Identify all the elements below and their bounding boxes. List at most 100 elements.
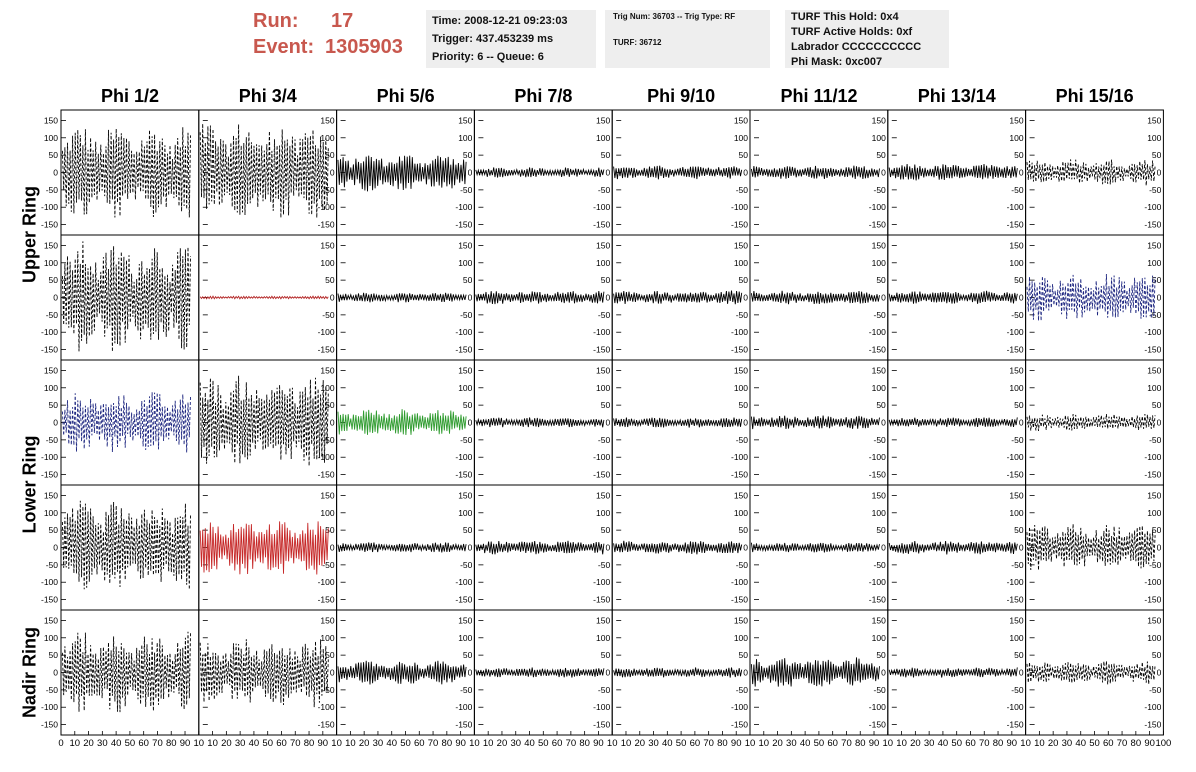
y-tick-label: -150 (1144, 220, 1161, 230)
x-tick-label: 90 (318, 738, 329, 749)
turf-active-holds-text: TURF Active Holds: 0xf (791, 26, 913, 38)
y-tick-label: 50 (463, 400, 473, 410)
column-title: Phi 13/14 (917, 86, 996, 106)
x-tick-label: 10 (69, 738, 80, 749)
y-tick-label: 100 (596, 133, 610, 143)
panel: -150 -100 -50 0 50 100 150 (41, 609, 200, 736)
column-title: Phi 1/2 (100, 86, 160, 106)
waveform-trace (613, 417, 743, 428)
y-tick-label: 0 (1157, 168, 1162, 178)
panel-frame (198, 109, 338, 236)
y-tick-label: 100 (734, 383, 748, 393)
y-tick-label: -50 (322, 185, 335, 195)
panel: -150 -100 -50 0 50 100 150 (887, 484, 1027, 611)
panel: -150 -100 -50 0 50 100 150 (473, 109, 613, 236)
y-tick-label: -100 (41, 327, 58, 337)
y-tick-label: 100 (596, 633, 610, 643)
y-tick-label: -50 (46, 310, 59, 320)
y-tick-label: 0 (330, 418, 335, 428)
y-tick-label: -100 (318, 202, 335, 212)
y-tick-label: -50 (736, 685, 749, 695)
panel: -150 -100 -50 0 50 100 150 (41, 234, 200, 361)
y-tick-label: 50 (49, 400, 59, 410)
y-tick-label: -150 (593, 470, 610, 480)
y-tick-label: -150 (731, 720, 748, 730)
x-tick-label: 70 (290, 738, 301, 749)
panel: -150 -100 -50 0 50 100 150 (473, 359, 613, 486)
waveform-trace (750, 165, 880, 180)
y-tick-label: -50 (874, 310, 887, 320)
y-tick-label: -100 (1144, 702, 1161, 712)
y-tick-label: 150 (320, 365, 334, 375)
x-tick-label: 90 (1007, 738, 1018, 749)
y-tick-label: 150 (1009, 115, 1023, 125)
y-tick-label: 100 (320, 508, 334, 518)
y-tick-label: -100 (1144, 327, 1161, 337)
y-tick-label: 100 (1009, 258, 1023, 268)
x-tick-label: 30 (648, 738, 659, 749)
y-tick-label: -150 (1007, 720, 1024, 730)
y-tick-label: -100 (593, 577, 610, 587)
panel: -150 -100 -50 0 50 100 150 (887, 234, 1027, 361)
y-tick-label: -150 (41, 470, 58, 480)
waveform-trace (475, 667, 605, 678)
panel: -150 -100 -50 0 50 100 150 (887, 109, 1027, 236)
y-tick-label: 50 (463, 275, 473, 285)
waveform-trace (613, 667, 743, 678)
x-tick-label: 60 (965, 738, 976, 749)
y-tick-label: 100 (1147, 383, 1161, 393)
waveform-trace (475, 540, 605, 555)
y-tick-label: 100 (734, 633, 748, 643)
x-tick-label: 10 (331, 738, 342, 749)
x-tick-label: 10 (1020, 738, 1031, 749)
y-tick-label: 150 (872, 615, 886, 625)
x-tick-label: 70 (703, 738, 714, 749)
x-tick-label: 10 (345, 738, 356, 749)
y-tick-label: -50 (736, 435, 749, 445)
y-tick-label: -50 (1149, 310, 1162, 320)
panel: -150 -100 -50 0 50 100 150 (198, 234, 338, 361)
y-tick-label: 150 (1147, 365, 1161, 375)
run-event-block: Run: 17 Event: 1305903 (253, 8, 403, 60)
y-tick-label: 100 (596, 383, 610, 393)
y-tick-label: 50 (1014, 275, 1024, 285)
y-tick-label: -150 (1007, 345, 1024, 355)
y-tick-label: 0 (330, 293, 335, 303)
y-tick-label: 50 (325, 650, 335, 660)
panel: -150 -100 -50 0 50 100 150 (611, 234, 751, 361)
x-tick-label: 30 (786, 738, 797, 749)
y-tick-label: -50 (460, 310, 473, 320)
x-tick-label: 40 (249, 738, 260, 749)
y-tick-label: 100 (734, 508, 748, 518)
y-tick-label: -150 (41, 595, 58, 605)
y-tick-label: 150 (458, 115, 472, 125)
y-tick-label: -50 (1011, 185, 1024, 195)
x-tick-label: 50 (814, 738, 825, 749)
y-tick-label: -150 (869, 470, 886, 480)
y-tick-label: -50 (322, 310, 335, 320)
panel: -150 -100 -50 0 50 100 150 (336, 484, 475, 611)
x-tick-label: 20 (359, 738, 370, 749)
x-tick-label: 30 (97, 738, 108, 749)
y-tick-label: -150 (593, 720, 610, 730)
turf-this-hold-text: TURF This Hold: 0x4 (791, 11, 899, 23)
y-tick-label: -100 (1007, 577, 1024, 587)
y-tick-label: 0 (881, 168, 886, 178)
y-tick-label: 100 (44, 383, 58, 393)
x-tick-label: 10 (758, 738, 769, 749)
y-tick-label: 0 (1157, 418, 1162, 428)
y-tick-label: -50 (736, 185, 749, 195)
y-tick-label: -100 (593, 452, 610, 462)
y-tick-label: 150 (1009, 615, 1023, 625)
waveform-trace (1026, 660, 1156, 685)
x-tick-label: 40 (938, 738, 949, 749)
y-tick-label: 100 (1009, 508, 1023, 518)
y-tick-label: -50 (46, 435, 59, 445)
y-tick-label: 0 (881, 668, 886, 678)
panel: -150 -100 -50 0 50 100 150 (1025, 359, 1164, 486)
y-tick-label: 100 (44, 133, 58, 143)
y-tick-label: 100 (734, 133, 748, 143)
y-tick-label: -150 (593, 220, 610, 230)
x-tick-label: 90 (593, 738, 604, 749)
y-tick-label: 50 (325, 150, 335, 160)
